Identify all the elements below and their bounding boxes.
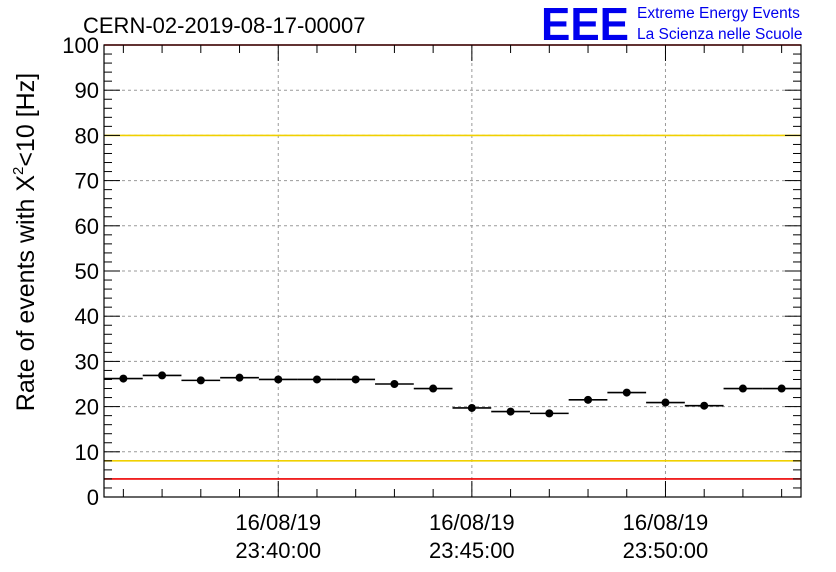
data-point-marker xyxy=(429,384,438,393)
data-point-marker xyxy=(312,375,321,384)
data-point xyxy=(762,384,801,393)
data-point xyxy=(723,384,763,393)
data-point xyxy=(220,373,259,382)
x-tick-label-time: 23:45:00 xyxy=(429,538,515,563)
data-point xyxy=(142,371,182,380)
data-point xyxy=(258,375,298,384)
y-axis-label-sup: 2 xyxy=(10,167,27,175)
y-tick-label: 50 xyxy=(75,259,99,284)
data-point xyxy=(646,398,685,407)
y-tick-label: 90 xyxy=(75,78,99,103)
data-point xyxy=(452,403,492,412)
plot-frame xyxy=(103,44,802,498)
y-tick-label: 10 xyxy=(75,440,99,465)
y-tick-label: 20 xyxy=(75,395,99,420)
y-tick-label: 80 xyxy=(75,123,99,148)
data-point xyxy=(181,376,221,385)
data-point xyxy=(104,374,143,383)
data-point-marker xyxy=(467,403,476,412)
y-axis-label: Rate of events with X2<10 [Hz] xyxy=(10,73,40,411)
data-point-marker xyxy=(545,409,554,418)
data-points xyxy=(104,371,801,418)
y-tick-label: 70 xyxy=(75,169,99,194)
x-tick-labels: 16/08/19 23:40:00 16/08/19 23:45:00 16/08/19… xyxy=(235,510,708,563)
logo-mark: EEE xyxy=(541,0,629,50)
data-point-marker xyxy=(506,407,515,416)
y-tick-label: 30 xyxy=(75,349,99,374)
grid-lines xyxy=(104,45,801,497)
data-point-marker xyxy=(622,388,631,397)
x-tick-label-date: 16/08/19 xyxy=(429,510,515,535)
y-axis-label-main: Rate of events with X xyxy=(12,175,40,412)
data-point-marker xyxy=(390,380,399,388)
data-point xyxy=(413,384,453,393)
x-tick-label-date: 16/08/19 xyxy=(623,510,709,535)
data-point xyxy=(684,401,724,410)
y-tick-labels: 0 10 20 30 40 50 60 70 80 90 100 xyxy=(62,33,99,510)
y-tick-label: 60 xyxy=(75,214,99,239)
x-tick-label-date: 16/08/19 xyxy=(235,510,321,535)
eee-logo: EEE Extreme Energy Events La Scienza nel… xyxy=(541,0,802,50)
y-tick-label: 100 xyxy=(62,33,99,58)
data-point-marker xyxy=(661,398,670,407)
y-axis-label-tail: <10 [Hz] xyxy=(12,73,40,167)
x-tick-label-time: 23:50:00 xyxy=(623,538,709,563)
logo-line2: La Scienza nelle Scuole xyxy=(637,26,802,43)
data-point-marker xyxy=(235,373,244,382)
reference-lines xyxy=(104,44,801,480)
data-point-marker xyxy=(777,384,786,393)
data-point-marker xyxy=(700,401,709,410)
chart-title: CERN-02-2019-08-17-00007 xyxy=(83,13,366,38)
data-point-marker xyxy=(274,375,283,384)
y-tick-label: 0 xyxy=(87,485,99,510)
data-point-marker xyxy=(196,376,205,385)
data-point-marker xyxy=(119,374,128,383)
data-point-marker xyxy=(158,371,167,380)
logo-line1: Extreme Energy Events xyxy=(637,5,800,22)
data-point-marker xyxy=(351,375,360,384)
data-point xyxy=(336,375,376,384)
x-tick-label-time: 23:40:00 xyxy=(235,538,321,563)
data-point xyxy=(297,375,337,384)
data-point-marker xyxy=(738,384,747,393)
y-tick-label: 40 xyxy=(75,304,99,329)
data-point xyxy=(607,388,647,397)
data-point-marker xyxy=(584,395,593,404)
data-point xyxy=(491,407,530,416)
data-point xyxy=(529,409,569,418)
data-point xyxy=(375,380,414,388)
data-point xyxy=(568,395,608,404)
